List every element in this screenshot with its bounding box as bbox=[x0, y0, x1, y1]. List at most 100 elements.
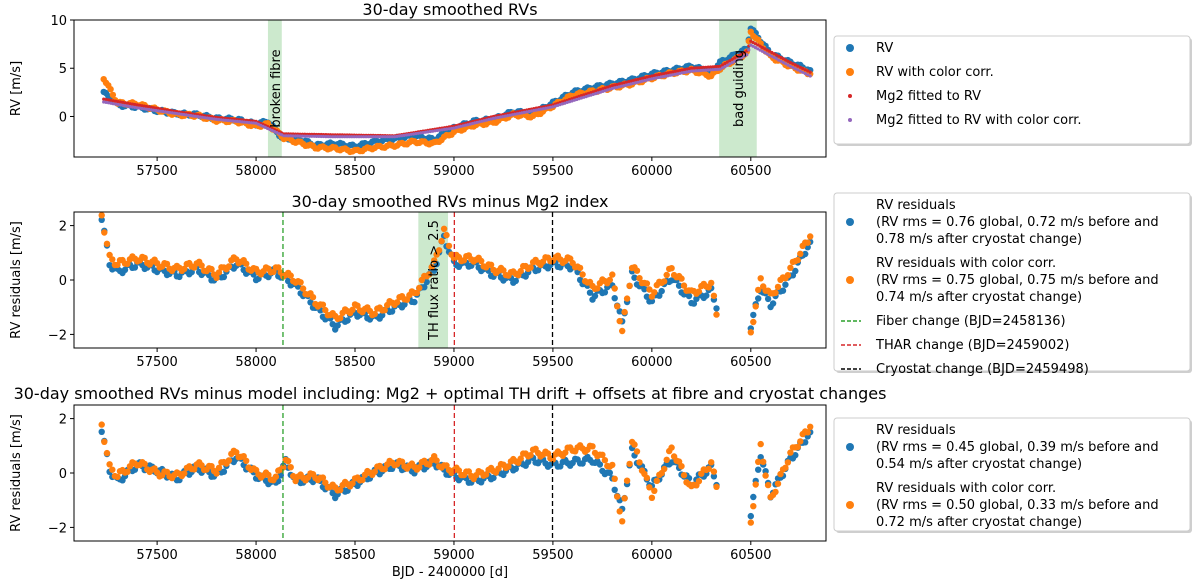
data-point bbox=[614, 303, 621, 310]
data-point bbox=[114, 261, 121, 269]
data-point bbox=[152, 106, 156, 110]
data-point bbox=[443, 231, 450, 239]
data-point bbox=[287, 272, 294, 279]
data-point bbox=[646, 286, 653, 293]
data-point bbox=[303, 134, 307, 138]
data-point bbox=[801, 70, 805, 74]
data-point bbox=[402, 133, 406, 137]
data-point bbox=[409, 132, 413, 136]
data-point bbox=[104, 100, 108, 104]
data-point bbox=[711, 65, 715, 69]
data-point bbox=[703, 292, 710, 299]
data-point bbox=[615, 85, 619, 89]
data-point bbox=[716, 64, 720, 69]
data-point bbox=[438, 237, 445, 245]
data-point bbox=[562, 449, 569, 456]
data-point bbox=[338, 135, 342, 139]
data-point bbox=[101, 438, 108, 445]
data-point bbox=[752, 303, 759, 310]
data-point bbox=[152, 108, 156, 112]
data-point bbox=[445, 127, 449, 131]
data-point bbox=[282, 134, 286, 138]
data-point bbox=[145, 104, 149, 109]
data-point bbox=[431, 257, 438, 264]
data-point bbox=[728, 62, 732, 66]
data-point bbox=[114, 473, 121, 481]
series-mg2-fitted-to-rv bbox=[102, 39, 812, 138]
data-point bbox=[784, 62, 788, 66]
data-point bbox=[512, 277, 519, 285]
data-point bbox=[265, 471, 272, 479]
data-point bbox=[760, 458, 767, 465]
data-point bbox=[661, 465, 668, 473]
data-point bbox=[107, 86, 114, 93]
data-point bbox=[130, 105, 135, 109]
data-point bbox=[806, 69, 810, 73]
data-point bbox=[738, 57, 742, 61]
data-point bbox=[648, 297, 656, 305]
data-point bbox=[249, 121, 253, 125]
legend-marker bbox=[846, 218, 854, 226]
data-point bbox=[615, 82, 619, 87]
data-point bbox=[657, 75, 661, 80]
data-point bbox=[435, 247, 443, 254]
data-point bbox=[624, 83, 628, 87]
data-point bbox=[513, 112, 517, 116]
data-point bbox=[426, 130, 430, 134]
data-point bbox=[750, 493, 757, 501]
x-tick-label: 60000 bbox=[631, 164, 672, 179]
data-point bbox=[708, 279, 715, 287]
data-point bbox=[589, 443, 596, 450]
data-point bbox=[298, 134, 302, 138]
data-point bbox=[619, 518, 626, 525]
data-point bbox=[352, 135, 356, 139]
data-point bbox=[641, 286, 648, 293]
data-point bbox=[203, 116, 207, 120]
data-point bbox=[181, 265, 188, 272]
plot-frame bbox=[73, 211, 827, 349]
data-point bbox=[718, 67, 722, 71]
data-point bbox=[355, 135, 359, 139]
data-point bbox=[663, 271, 670, 279]
data-point bbox=[757, 440, 764, 448]
series-rv-residuals bbox=[98, 216, 814, 333]
data-point bbox=[435, 128, 439, 133]
data-point bbox=[623, 295, 631, 302]
x-tick-label: 60500 bbox=[730, 548, 771, 563]
legend-label: 0.74 m/s after cryostat change) bbox=[876, 290, 1082, 305]
data-point bbox=[673, 69, 677, 73]
data-point bbox=[135, 103, 139, 107]
x-tick-label: 58500 bbox=[334, 164, 375, 179]
data-point bbox=[596, 91, 600, 95]
data-point bbox=[784, 58, 788, 62]
data-point bbox=[381, 135, 385, 139]
legend-label: Mg2 fitted to RV bbox=[876, 89, 981, 104]
data-point bbox=[275, 131, 279, 135]
data-point bbox=[494, 116, 498, 120]
y-tick-label: 0 bbox=[59, 110, 67, 125]
data-point bbox=[774, 480, 782, 487]
legend: RV residuals (RV rms = 0.76 global, 0.72 … bbox=[833, 192, 1192, 377]
data-point bbox=[118, 103, 123, 107]
data-point bbox=[611, 475, 618, 482]
data-point bbox=[725, 60, 730, 64]
data-point bbox=[558, 103, 562, 107]
data-point bbox=[699, 68, 703, 73]
data-point bbox=[611, 486, 618, 493]
x-tick-label: 59000 bbox=[433, 355, 474, 370]
data-point bbox=[803, 71, 807, 76]
data-point bbox=[124, 468, 131, 475]
series-rv-with-color-corr- bbox=[100, 28, 814, 156]
data-point bbox=[619, 327, 626, 335]
data-point bbox=[611, 295, 618, 302]
data-point bbox=[366, 135, 371, 139]
data-point bbox=[297, 279, 304, 286]
x-axis-label: BJD - 2400000 [d] bbox=[392, 565, 508, 580]
data-point bbox=[347, 135, 352, 139]
data-point bbox=[651, 487, 658, 494]
data-point bbox=[807, 233, 814, 240]
data-point bbox=[501, 115, 505, 119]
data-point bbox=[181, 470, 188, 477]
data-point bbox=[336, 135, 340, 139]
data-point bbox=[413, 289, 421, 297]
